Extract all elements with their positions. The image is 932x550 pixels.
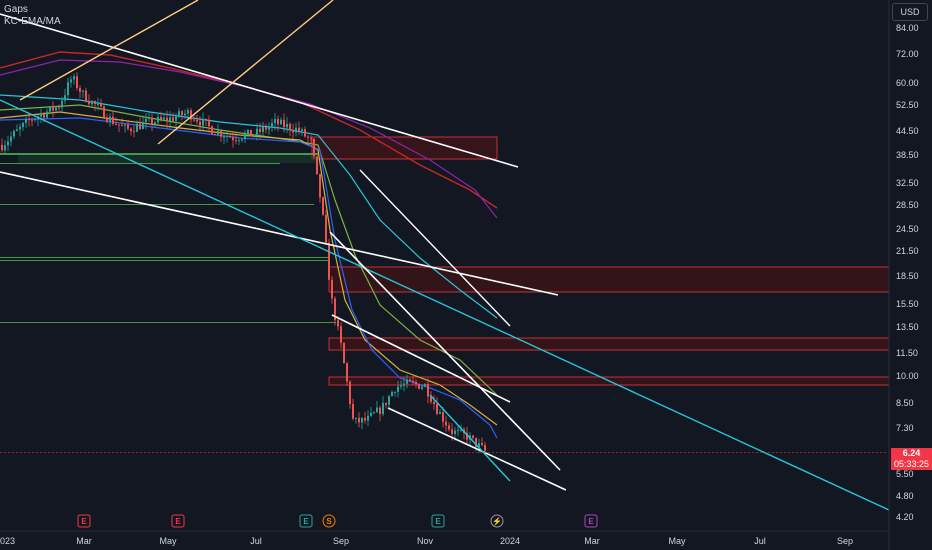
indicator-legend: Gaps KC-EMA/MA (4, 4, 61, 28)
earnings-icon[interactable]: E (77, 514, 91, 528)
x-tick-label: Jul (250, 536, 262, 546)
x-tick-label: Jul (754, 536, 766, 546)
moving-averages (0, 51, 498, 439)
event-markers: E E E S E ⚡ E (77, 514, 598, 528)
lightning-icon[interactable]: ⚡ (490, 514, 504, 528)
time-axis[interactable]: 2023 Mar May Jul Sep Nov 2024 Mar May Jul Sep (0, 530, 889, 546)
y-tick-label: 18.50 (896, 271, 919, 281)
svg-text:E: E (435, 517, 441, 526)
y-tick-label: 32.50 (896, 178, 919, 188)
y-tick-label: 4.80 (896, 491, 914, 501)
svg-text:⚡: ⚡ (492, 516, 502, 526)
trendline-falling-2[interactable] (331, 314, 511, 403)
x-tick-label: 2023 (0, 536, 15, 546)
legend-gaps[interactable]: Gaps (4, 4, 28, 15)
y-tick-label: 60.00 (896, 78, 919, 88)
legend-kc-ema-ma[interactable]: KC-EMA/MA (4, 16, 61, 27)
y-tick-label: 10.00 (896, 371, 919, 381)
svg-text:E: E (588, 517, 594, 526)
trendline-middle[interactable] (0, 171, 559, 296)
y-tick-label: 84.00 (896, 23, 919, 33)
trendline-ma-ext[interactable] (359, 169, 511, 327)
trendline-cyan-short[interactable] (429, 394, 511, 482)
trendline-orange-2[interactable] (19, 0, 199, 101)
trendline-orange-1[interactable] (157, 0, 334, 145)
y-tick-label: 24.50 (896, 224, 919, 234)
x-tick-label: Mar (76, 536, 92, 546)
x-tick-label: 2024 (500, 536, 520, 546)
x-tick-label: Sep (333, 536, 349, 546)
y-tick-label: 8.50 (896, 398, 914, 408)
x-tick-label: Nov (417, 536, 434, 546)
last-price-label: 6.24 05:33:25 (891, 448, 932, 470)
gap-lines (0, 153, 336, 323)
x-tick-label: May (159, 536, 177, 546)
currency-button[interactable]: USD (892, 3, 928, 21)
trendline-lower[interactable] (387, 407, 567, 491)
trendline-falling-1[interactable] (329, 231, 561, 471)
svg-text:E: E (303, 517, 309, 526)
y-tick-label: 52.50 (896, 100, 919, 110)
dividend-icon[interactable]: S (322, 514, 336, 528)
y-tick-label: 4.20 (896, 512, 914, 522)
trendline-upper[interactable] (0, 13, 519, 168)
y-tick-label: 5.50 (896, 469, 914, 479)
y-tick-label: 7.30 (896, 423, 914, 433)
svg-text:E: E (81, 517, 87, 526)
earnings-icon[interactable]: E (299, 514, 313, 528)
x-tick-label: Mar (584, 536, 600, 546)
y-tick-label: 28.50 (896, 200, 919, 210)
trendlines[interactable] (0, 0, 890, 511)
svg-text:E: E (175, 517, 181, 526)
earnings-icon[interactable]: E (431, 514, 445, 528)
last-price-value: 6.24 (902, 448, 921, 458)
y-tick-label: 11.50 (896, 348, 918, 358)
price-axis[interactable]: 84.00 72.00 60.00 52.50 44.50 38.50 32.50 28.50… (896, 23, 919, 522)
x-tick-label: May (668, 536, 686, 546)
candlesticks (1, 72, 486, 454)
y-tick-label: 13.50 (896, 322, 919, 332)
trendline-cyan-long[interactable] (0, 99, 890, 511)
svg-text:S: S (326, 517, 332, 526)
y-tick-label: 44.50 (896, 126, 919, 136)
bar-countdown: 05:33:25 (893, 459, 930, 469)
y-tick-label: 72.00 (896, 49, 919, 59)
y-tick-label: 38.50 (896, 150, 919, 160)
y-tick-label: 15.50 (896, 299, 919, 309)
y-tick-label: 21.50 (896, 246, 919, 256)
earnings-icon[interactable]: E (171, 514, 185, 528)
earnings-icon[interactable]: E (584, 514, 598, 528)
x-tick-label: Sep (837, 536, 853, 546)
